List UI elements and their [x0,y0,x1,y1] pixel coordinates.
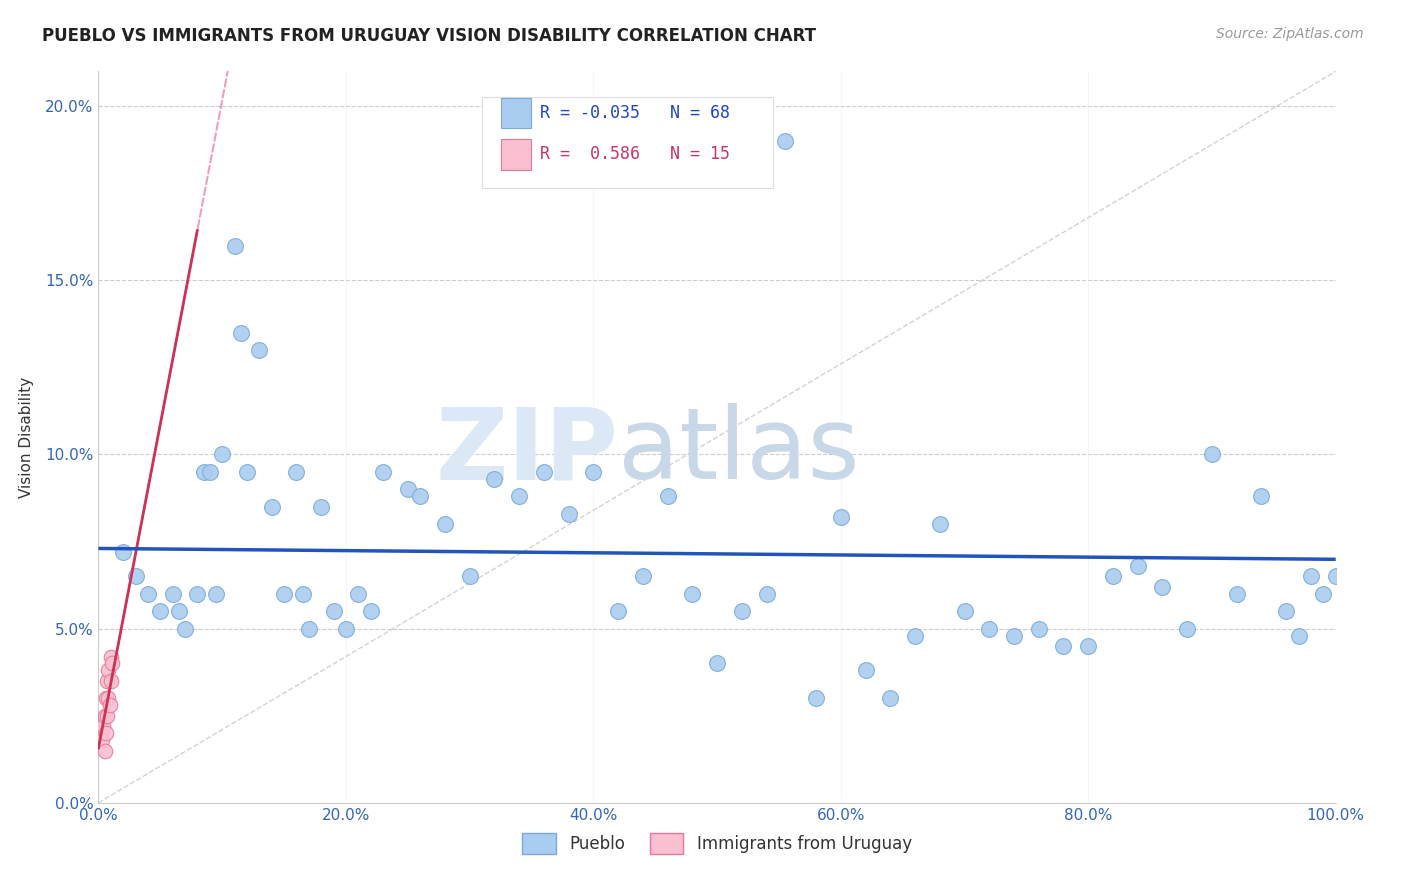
Point [347,587,370,601]
Point [101,657,124,671]
Point [96,708,118,723]
Point [93,719,115,733]
Point [458,569,481,583]
Point [855,664,877,678]
Point [167,604,190,618]
Point [557,507,579,521]
Point [229,326,252,340]
Point [879,691,901,706]
Point [582,465,605,479]
Y-axis label: Vision Disability: Vision Disability [20,376,34,498]
Point [731,604,754,618]
Point [360,604,382,618]
Point [298,622,321,636]
Text: PUEBLO VS IMMIGRANTS FROM URUGUAY VISION DISABILITY CORRELATION CHART: PUEBLO VS IMMIGRANTS FROM URUGUAY VISION… [42,27,815,45]
Point [247,343,270,357]
Point [112,545,135,559]
FancyBboxPatch shape [482,97,773,188]
Point [533,465,555,479]
Point [93,708,115,723]
Point [1126,558,1149,573]
Point [96,673,118,688]
FancyBboxPatch shape [501,97,531,128]
Point [162,587,184,601]
Text: ZIP: ZIP [436,403,619,500]
Point [904,629,927,643]
Point [607,604,630,618]
Point [706,657,728,671]
Text: atlas: atlas [619,403,859,500]
Point [224,238,246,252]
Point [928,517,950,532]
Point [149,604,172,618]
Point [755,587,778,601]
Point [93,743,115,757]
Point [205,587,228,601]
Point [100,673,122,688]
Point [94,726,117,740]
Point [433,517,456,532]
Point [484,472,506,486]
Point [1226,587,1249,601]
Point [371,465,394,479]
Point [1002,629,1025,643]
Point [1175,622,1198,636]
Point [291,587,314,601]
Text: R = -0.035   N = 68: R = -0.035 N = 68 [540,104,730,122]
Point [285,465,308,479]
Point [193,465,215,479]
Point [1250,489,1272,503]
Point [681,587,703,601]
Point [198,465,221,479]
Point [830,510,852,524]
Point [174,622,197,636]
Point [309,500,332,514]
Point [322,604,344,618]
Point [1275,604,1298,618]
Point [260,500,283,514]
Point [1028,622,1050,636]
Point [97,664,120,678]
Point [211,448,233,462]
Point [273,587,295,601]
Point [1102,569,1125,583]
Point [90,726,112,740]
Point [396,483,419,497]
Point [124,569,146,583]
Point [953,604,976,618]
Point [979,622,1001,636]
Point [186,587,208,601]
Point [94,691,117,706]
Text: R =  0.586   N = 15: R = 0.586 N = 15 [540,145,730,163]
Point [409,489,432,503]
Text: Source: ZipAtlas.com: Source: ZipAtlas.com [1216,27,1364,41]
Point [1324,569,1347,583]
Point [1201,448,1223,462]
Point [1052,639,1074,653]
Point [136,587,159,601]
Point [1312,587,1334,601]
Point [335,622,357,636]
Point [1299,569,1322,583]
Point [236,465,259,479]
Point [100,649,122,664]
Point [91,733,114,747]
Point [508,489,530,503]
FancyBboxPatch shape [501,139,531,169]
Point [631,569,654,583]
Point [98,698,121,713]
Point [1077,639,1099,653]
Point [773,134,796,148]
Point [97,691,120,706]
Point [1288,629,1310,643]
Point [804,691,827,706]
Point [1152,580,1174,594]
Point [657,489,679,503]
Legend: Pueblo, Immigrants from Uruguay: Pueblo, Immigrants from Uruguay [516,827,918,860]
